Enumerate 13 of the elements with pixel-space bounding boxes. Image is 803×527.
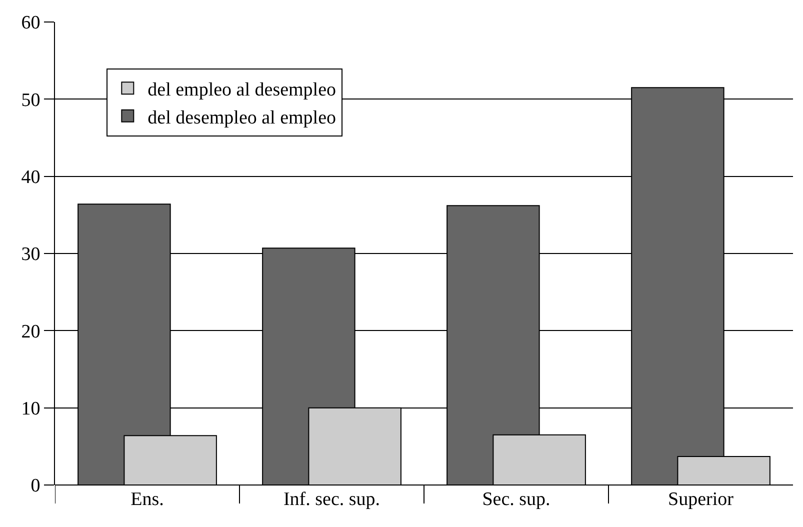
y-tick-label: 60 (21, 12, 40, 34)
x-tick-label: Inf. sec. sup. (283, 489, 380, 510)
y-tick-label: 40 (21, 166, 40, 188)
legend-label: del desempleo al empleo (148, 107, 336, 128)
y-tick-label: 30 (21, 244, 40, 266)
x-tick-label: Superior (668, 489, 734, 510)
legend-label: del empleo al desempleo (148, 80, 336, 101)
x-tick-label: Sec. sup. (482, 489, 550, 510)
y-tick-label: 50 (21, 90, 40, 111)
y-tick-label: 10 (21, 398, 40, 420)
y-tick-label: 0 (30, 476, 40, 497)
y-tick-label: 20 (21, 321, 40, 342)
x-tick-label: Ens. (130, 489, 164, 510)
